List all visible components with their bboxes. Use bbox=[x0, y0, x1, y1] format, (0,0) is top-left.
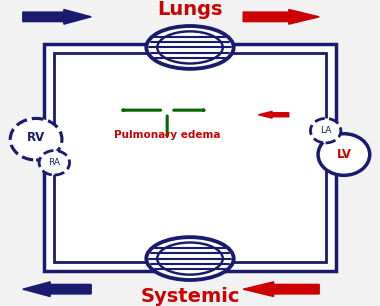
Polygon shape bbox=[258, 111, 289, 118]
Ellipse shape bbox=[146, 237, 234, 280]
Ellipse shape bbox=[146, 26, 234, 69]
Text: Lungs: Lungs bbox=[157, 0, 223, 19]
Polygon shape bbox=[243, 282, 319, 297]
Text: Systemic: Systemic bbox=[140, 287, 240, 306]
Polygon shape bbox=[243, 9, 319, 24]
Bar bbox=[54, 53, 326, 262]
Ellipse shape bbox=[157, 242, 223, 275]
Bar bbox=[44, 44, 336, 271]
Text: LV: LV bbox=[336, 148, 352, 161]
Circle shape bbox=[310, 118, 341, 143]
Text: RV: RV bbox=[27, 131, 45, 144]
Text: Pulmonary edema: Pulmonary edema bbox=[114, 130, 220, 140]
Circle shape bbox=[10, 118, 62, 160]
Circle shape bbox=[39, 151, 70, 175]
Text: LA: LA bbox=[320, 126, 331, 135]
Text: RA: RA bbox=[48, 158, 60, 167]
Polygon shape bbox=[23, 282, 91, 297]
Ellipse shape bbox=[157, 32, 223, 64]
Polygon shape bbox=[23, 9, 91, 24]
Circle shape bbox=[318, 134, 370, 175]
